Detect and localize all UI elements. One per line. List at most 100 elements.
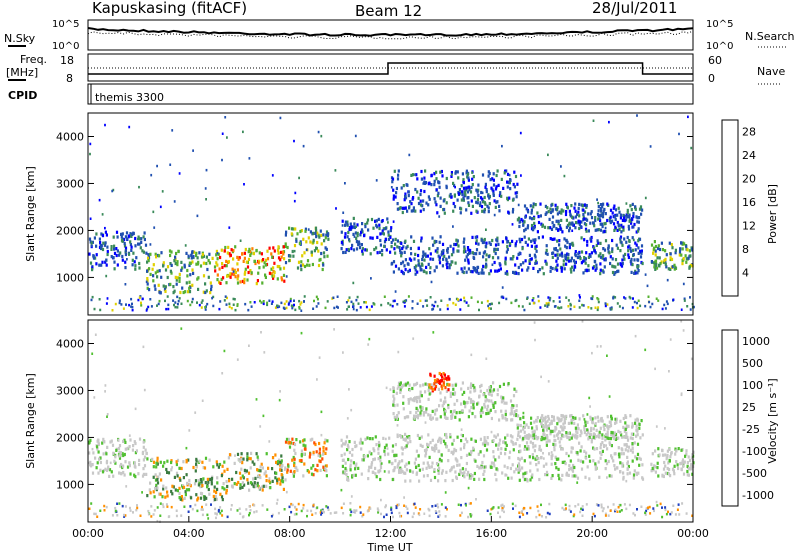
heatmap-cell: [474, 235, 477, 239]
heatmap-cell: [669, 257, 672, 262]
heatmap-cell: [350, 459, 353, 463]
heatmap-cell: [613, 204, 616, 208]
heatmap-cell: [512, 442, 515, 446]
heatmap-cell: [601, 509, 604, 513]
heatmap-cell: [295, 512, 298, 516]
heatmap-cell: [587, 264, 590, 268]
heatmap-cell: [383, 240, 387, 244]
heatmap-cell: [497, 256, 500, 260]
heatmap-cell: [634, 334, 637, 338]
heatmap-cell: [481, 209, 484, 213]
heatmap-cell: [585, 229, 588, 233]
heatmap-cell: [516, 437, 519, 441]
heatmap-cell: [354, 231, 357, 235]
heatmap-cell: [292, 254, 295, 258]
heatmap-cell: [347, 457, 350, 462]
heatmap-cell: [398, 511, 401, 515]
heatmap-cell: [454, 303, 457, 306]
heatmap-cell: [498, 384, 502, 389]
heatmap-cell: [459, 211, 462, 215]
heatmap-cell: [577, 458, 580, 462]
heatmap-cell: [357, 240, 361, 244]
heatmap-cell: [345, 301, 348, 304]
heatmap-cell: [178, 496, 181, 500]
heatmap-cell: [394, 264, 398, 268]
heatmap-cell: [128, 445, 131, 449]
heatmap-cell: [414, 382, 417, 387]
heatmap-cell: [342, 211, 345, 214]
heatmap-cell: [446, 250, 449, 254]
heatmap-cell: [346, 220, 349, 224]
heatmap-cell: [170, 489, 173, 494]
heatmap-cell: [667, 267, 670, 271]
heatmap-cell: [508, 181, 511, 185]
heatmap-cell: [471, 171, 473, 174]
heatmap-cell: [617, 429, 620, 433]
heatmap-cell: [632, 297, 634, 300]
heatmap-cell: [322, 449, 325, 453]
heatmap-cell: [443, 373, 446, 377]
heatmap-cell: [264, 263, 268, 267]
heatmap-cell: [388, 436, 391, 440]
heatmap-cell: [246, 452, 249, 456]
heatmap-cell: [670, 243, 673, 247]
heatmap-cell: [352, 281, 355, 285]
heatmap-cell: [601, 419, 604, 423]
heatmap-cell: [538, 419, 542, 423]
heatmap-cell: [686, 305, 689, 308]
heatmap-cell: [202, 477, 205, 481]
heatmap-cell: [318, 258, 321, 262]
heatmap-cell: [236, 452, 240, 456]
heatmap-cell: [191, 507, 194, 511]
heatmap-cell: [568, 508, 571, 512]
heatmap-cell: [432, 331, 435, 334]
heatmap-cell: [104, 260, 107, 264]
heatmap-cell: [131, 258, 134, 262]
heatmap-cell: [440, 250, 444, 254]
heatmap-cell: [206, 302, 209, 306]
heatmap-cell: [216, 476, 219, 480]
heatmap-cell: [462, 240, 465, 244]
heatmap-cell: [450, 263, 452, 267]
heatmap-cell: [105, 274, 108, 278]
heatmap-cell: [559, 444, 562, 448]
heatmap-cell: [575, 436, 578, 440]
heatmap-cell: [437, 180, 440, 184]
heatmap-cell: [520, 174, 522, 177]
heatmap-cell: [615, 420, 618, 424]
heatmap-cell: [358, 246, 362, 250]
heatmap-cell: [263, 472, 266, 476]
heatmap-cell: [460, 503, 462, 507]
heatmap-cell: [627, 253, 630, 257]
heatmap-cell: [325, 447, 328, 451]
heatmap-cell: [153, 284, 156, 288]
heatmap-cell: [322, 510, 324, 513]
heatmap-cell: [344, 442, 347, 446]
heatmap-cell: [91, 352, 94, 355]
heatmap-cell: [420, 435, 423, 439]
heatmap-cell: [646, 284, 649, 288]
heatmap-cell: [404, 432, 407, 436]
heatmap-cell: [522, 437, 525, 441]
heatmap-cell: [503, 171, 506, 175]
heatmap-cell: [442, 257, 445, 261]
heatmap-cell: [610, 306, 613, 309]
heatmap-cell: [561, 414, 565, 418]
heatmap-cell: [619, 419, 622, 423]
heatmap-cell: [210, 479, 213, 483]
heatmap-cell: [244, 247, 247, 252]
heatmap-cell: [308, 263, 311, 267]
heatmap-cell: [136, 506, 139, 510]
heatmap-cell: [234, 308, 237, 312]
heatmap-cell: [401, 469, 404, 474]
heatmap-cell: [465, 186, 468, 190]
heatmap-cell: [280, 278, 284, 282]
heatmap-cell: [135, 508, 138, 512]
heatmap-cell: [504, 271, 507, 275]
heatmap-cell: [465, 301, 468, 304]
heatmap-cell: [680, 241, 683, 245]
heatmap-cell: [359, 505, 362, 509]
heatmap-cell: [607, 427, 610, 431]
heatmap-cell: [586, 218, 589, 222]
heatmap-cell: [93, 236, 96, 240]
